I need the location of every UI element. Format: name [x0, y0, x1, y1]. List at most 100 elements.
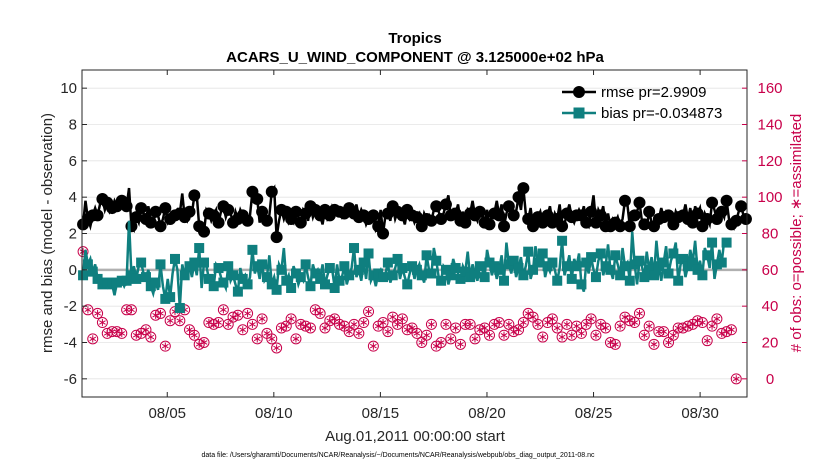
- obs-assimilated-point: [602, 324, 610, 332]
- rmse-point: [739, 212, 752, 225]
- y-tick-label: 0: [69, 262, 77, 279]
- obs-assimilated-point: [268, 335, 276, 343]
- rmse-point: [493, 209, 506, 222]
- bias-point: [82, 259, 93, 270]
- bias-point: [716, 257, 727, 268]
- obs-possible-point: [440, 318, 452, 330]
- rmse-point: [410, 211, 423, 224]
- bias-point: [581, 257, 592, 268]
- obs-possible-point: [290, 333, 302, 345]
- obs-possible-point: [92, 307, 104, 319]
- obs-assimilated-point: [253, 335, 261, 343]
- y2-tick-label: 20: [762, 335, 779, 352]
- y2-tick-label: 160: [757, 80, 782, 97]
- rmse-point: [715, 205, 728, 218]
- bias-point: [436, 275, 447, 286]
- obs-assimilated-point: [331, 315, 339, 323]
- rmse-point: [580, 216, 593, 229]
- obs-assimilated-point: [355, 329, 363, 338]
- rmse-point: [473, 205, 486, 218]
- obs-possible-point: [454, 338, 466, 350]
- obs-assimilated-point: [307, 324, 314, 332]
- obs-assimilated-point: [607, 338, 614, 347]
- bias-series: [78, 220, 732, 313]
- bias-point: [619, 261, 630, 272]
- bias-point: [387, 270, 398, 281]
- bias-point: [469, 268, 480, 279]
- obs-assimilated-series: [79, 248, 740, 383]
- obs-assimilated-point: [699, 318, 706, 327]
- rmse-point: [633, 196, 646, 209]
- obs-assimilated-point: [302, 322, 310, 330]
- rmse-point: [498, 220, 511, 233]
- obs-assimilated-point: [157, 309, 164, 318]
- rmse-point: [294, 216, 307, 229]
- obs-possible-point: [575, 327, 587, 339]
- bias-point: [87, 266, 98, 277]
- rmse-point: [435, 212, 448, 225]
- rmse-point: [91, 209, 104, 222]
- obs-assimilated-point: [563, 320, 571, 328]
- obs-possible-series: [77, 246, 742, 385]
- obs-possible-point: [246, 318, 258, 330]
- obs-possible-point: [285, 313, 297, 325]
- obs-assimilated-point: [369, 342, 377, 350]
- bias-point: [223, 261, 234, 272]
- obs-assimilated-point: [723, 328, 730, 336]
- bias-point: [494, 264, 505, 275]
- rmse-point: [594, 209, 607, 222]
- bias-point: [455, 273, 466, 284]
- obs-assimilated-point: [94, 309, 101, 318]
- obs-assimilated-point: [703, 337, 711, 345]
- obs-assimilated-point: [490, 320, 498, 328]
- obs-assimilated-point: [186, 326, 193, 334]
- x-tick-label: 08/10: [255, 405, 293, 422]
- legend-bias-marker: [573, 107, 585, 119]
- bias-point: [678, 253, 689, 264]
- obs-assimilated-point: [190, 331, 198, 339]
- obs-possible-point: [445, 333, 457, 345]
- x-tick-label: 08/15: [362, 405, 400, 422]
- obs-possible-point: [237, 324, 249, 336]
- bias-point: [523, 246, 534, 257]
- chart-title: Tropics: [388, 30, 441, 47]
- bias-point: [136, 257, 147, 268]
- obs-assimilated-point: [486, 331, 493, 339]
- legend-rmse-label: rmse pr=2.9909: [601, 84, 706, 101]
- rmse-point: [585, 205, 598, 218]
- y-axis-right: 0 20 40 60 80 100 120 140 160: [742, 80, 783, 388]
- obs-assimilated-point: [321, 324, 329, 332]
- bias-point: [319, 279, 330, 290]
- rmse-point: [241, 214, 254, 227]
- bias-point: [557, 235, 568, 246]
- bias-point: [257, 259, 268, 270]
- bias-point: [363, 248, 374, 259]
- rmse-point: [260, 214, 273, 227]
- obs-possible-point: [188, 329, 200, 341]
- bias-point: [242, 279, 253, 290]
- obs-assimilated-point: [89, 335, 97, 343]
- obs-assimilated-point: [519, 318, 527, 327]
- obs-assimilated-point: [142, 326, 150, 334]
- bias-point: [324, 263, 335, 274]
- obs-assimilated-point: [123, 306, 130, 314]
- obs-possible-point: [363, 306, 375, 318]
- y2-tick-label: 120: [757, 153, 782, 170]
- obs-assimilated-point: [413, 329, 421, 338]
- y-tick-label: 4: [69, 189, 77, 206]
- obs-possible-point: [82, 304, 94, 316]
- obs-assimilated-point: [166, 317, 174, 325]
- bias-point: [261, 272, 272, 283]
- obs-assimilated-point: [481, 324, 489, 332]
- y2-tick-label: 140: [757, 117, 782, 134]
- bias-point: [329, 283, 340, 293]
- obs-assimilated-point: [457, 340, 464, 348]
- obs-assimilated-point: [258, 315, 266, 323]
- bias-point: [344, 270, 355, 281]
- bias-point: [310, 268, 321, 279]
- y-tick-label: 6: [69, 153, 77, 170]
- obs-assimilated-point: [273, 344, 280, 352]
- obs-assimilated-point: [452, 324, 460, 332]
- bias-point: [692, 264, 703, 275]
